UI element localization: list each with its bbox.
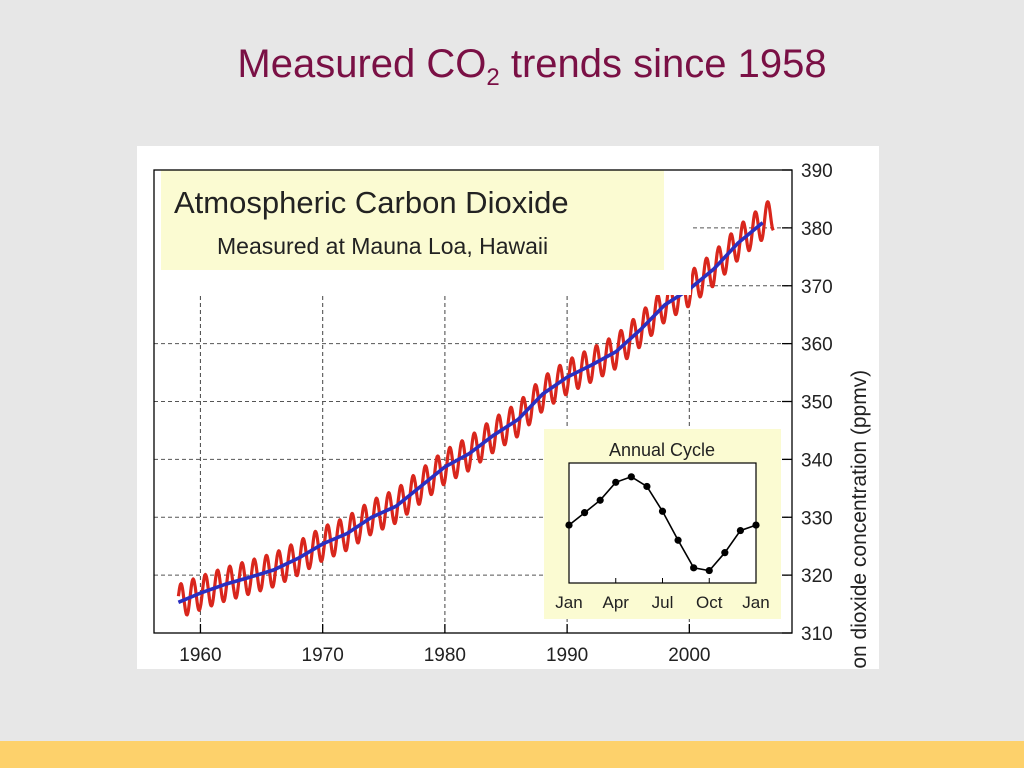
axes: 310 320 330 340 350 360 370 380 390 1960 1970 1980 1… <box>153 161 833 666</box>
co2-chart: Atmospheric Carbon Dioxide Measured at M… <box>153 161 871 669</box>
bottom-accent-bar <box>0 741 1024 768</box>
title-main: Measured CO <box>237 42 487 86</box>
series-annual-line <box>177 221 764 604</box>
title-subscript: 2 <box>486 64 500 91</box>
inset-series: Jan Apr Jul Oct Jan <box>555 473 770 612</box>
y-axis-label: Carbon dioxide concentration (ppmv) <box>848 370 871 669</box>
y-tick-label-380: 380 <box>801 219 833 240</box>
inset-title: Annual Cycle <box>609 440 715 460</box>
inset-tick-label-0: Jan <box>555 593 582 612</box>
inset-point-sep-8 <box>690 564 698 572</box>
series-monthly-line <box>176 200 775 617</box>
chart-title-box <box>161 170 664 270</box>
x-tick-label-1960: 1960 <box>179 645 221 666</box>
inset-tick-label-1: Apr <box>603 593 630 612</box>
x-tick-label-1970: 1970 <box>302 645 344 666</box>
inset-point-dec-11 <box>736 526 745 535</box>
inset-tick-label-3: Oct <box>696 593 723 612</box>
chart-panel: Atmospheric Carbon Dioxide Measured at M… <box>137 146 879 669</box>
x-tick-label-2000: 2000 <box>668 645 710 666</box>
inset-tick-label-2: Jul <box>652 593 674 612</box>
inset-point-jun-5 <box>643 482 651 491</box>
inset-point-mar-2 <box>596 496 604 504</box>
x-tick-label-1990: 1990 <box>546 645 588 666</box>
inset-point-jul-6 <box>658 507 667 515</box>
inset-point-feb-1 <box>580 509 589 517</box>
y-tick-label-390: 390 <box>801 161 833 182</box>
chart-subtitle: Measured at Mauna Loa, Hawaii <box>217 233 548 259</box>
title-rest: trends since 1958 <box>499 42 827 86</box>
chart-title: Atmospheric Carbon Dioxide <box>174 185 569 220</box>
inset-point-jan-12 <box>752 521 760 529</box>
y-tick-label-330: 330 <box>801 508 833 529</box>
inset-tick-label-4: Jan <box>742 593 769 612</box>
inset-point-nov-10 <box>721 549 729 557</box>
y-tick-label-370: 370 <box>801 277 833 298</box>
y-tick-label-340: 340 <box>801 450 833 471</box>
y-tick-label-310: 310 <box>801 624 833 645</box>
inset-point-jan-0 <box>565 521 573 529</box>
inset-point-aug-7 <box>674 536 682 544</box>
annual-cycle-inset: Annual Cycle Jan Apr Jul Oct Jan <box>544 429 781 619</box>
inset-point-may-4 <box>627 473 635 481</box>
y-tick-label-320: 320 <box>801 566 833 587</box>
y-tick-label-360: 360 <box>801 335 833 356</box>
inset-point-apr-3 <box>612 478 620 486</box>
slide-title: Measured CO2 trends since 1958 <box>0 42 1024 92</box>
x-tick-label-1980: 1980 <box>424 645 466 666</box>
inset-point-oct-9 <box>705 566 713 575</box>
series-layer <box>176 200 775 617</box>
y-tick-label-350: 350 <box>801 393 833 414</box>
inset-plot-area <box>568 462 757 584</box>
